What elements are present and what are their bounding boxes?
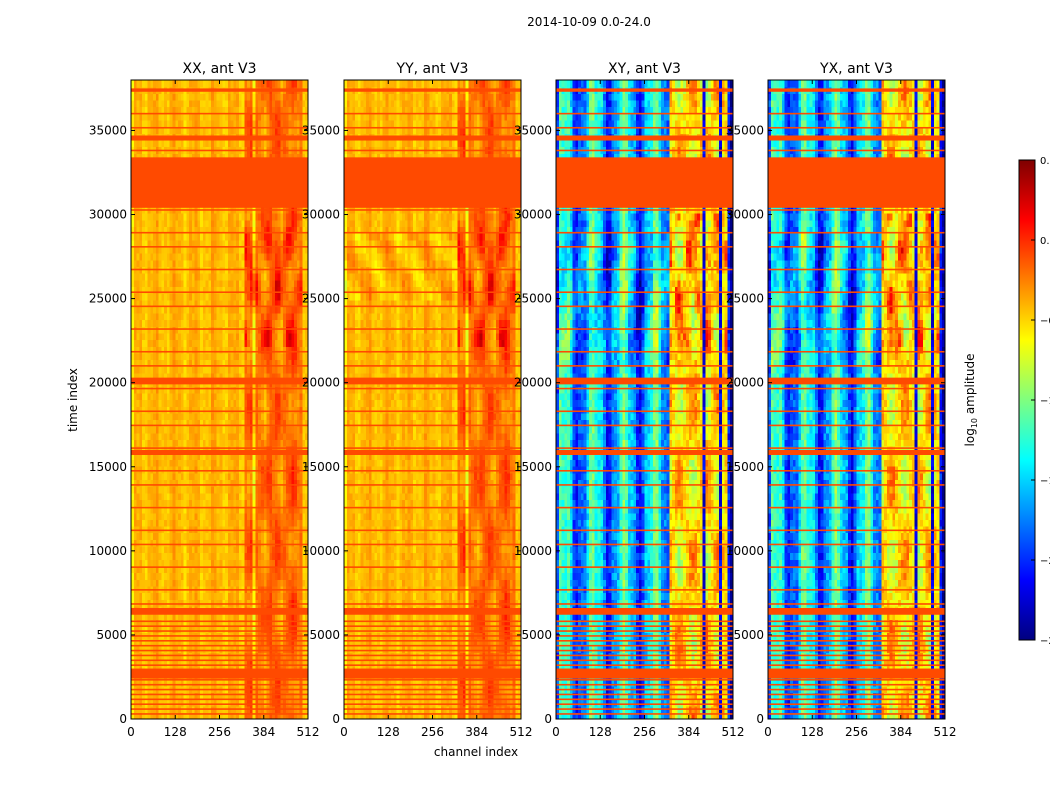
x-axis-label: channel index: [434, 745, 518, 759]
figure-suptitle: 2014-10-09 0.0-24.0: [527, 15, 651, 29]
heatmap-panels: XX, ant V30 128 256 384 51205000100001500020…: [89, 61, 957, 739]
figure: 2014-10-09 0.0-24.0 time index channel i…: [0, 0, 1050, 800]
y-axis-label: time index: [66, 368, 80, 432]
heatmap-panel-0: XX, ant V30 128 256 384 51205000100001500020…: [89, 61, 320, 739]
